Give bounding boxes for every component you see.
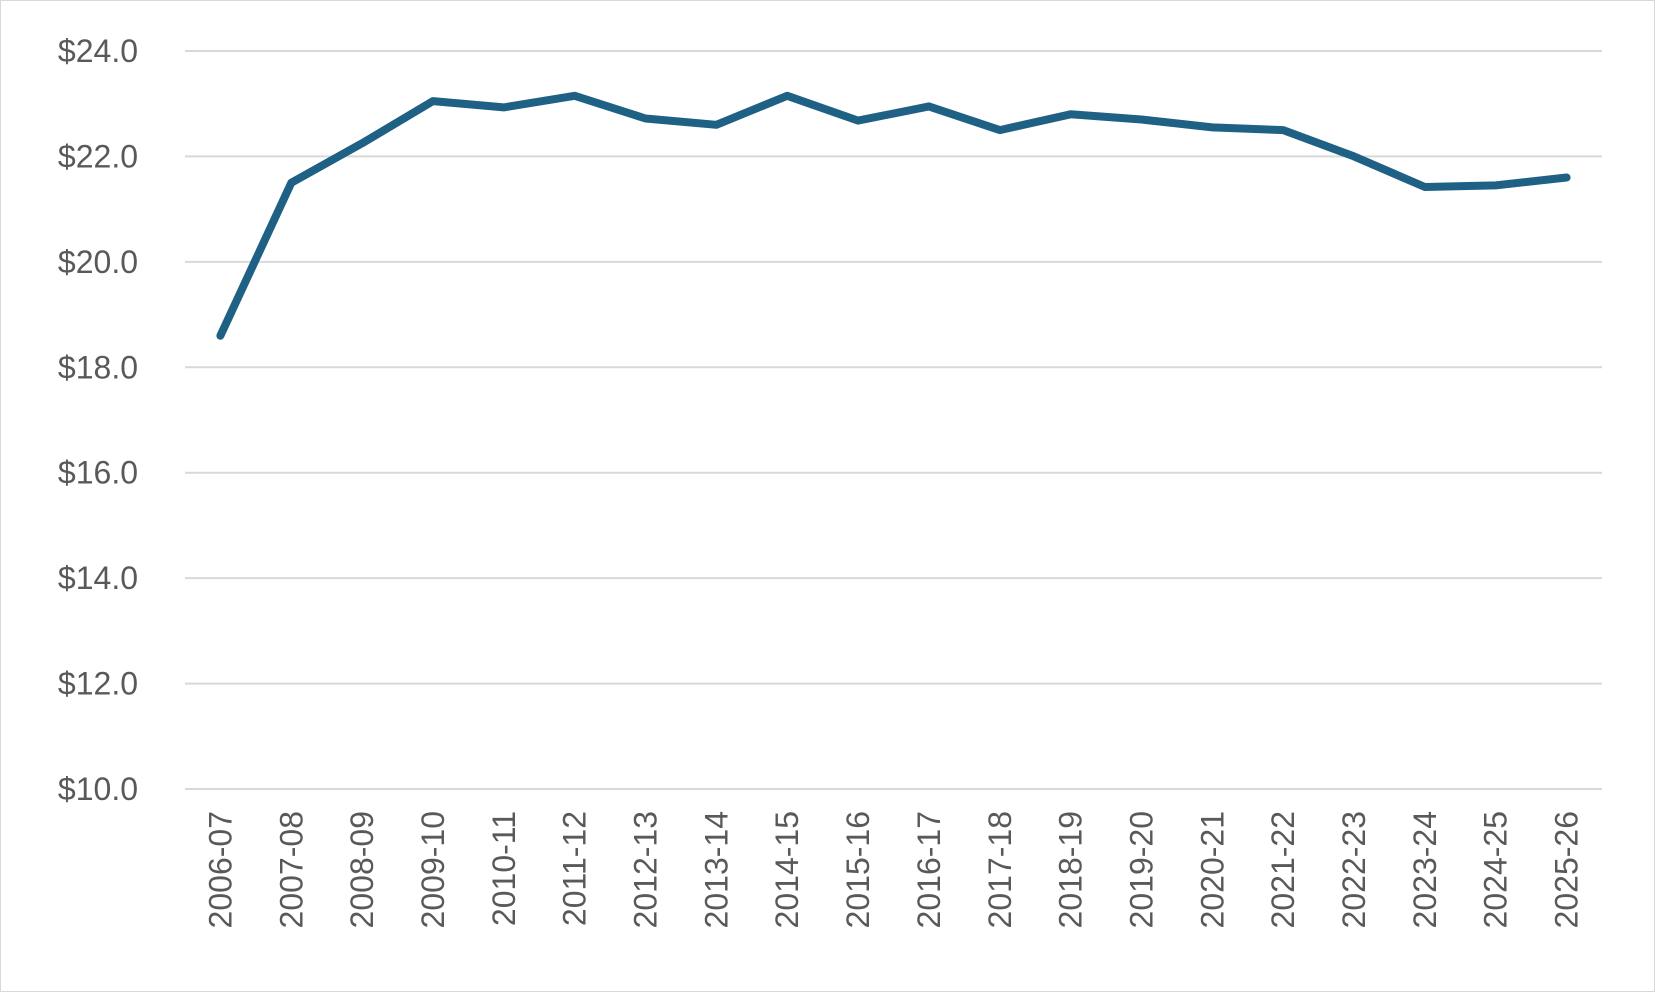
x-tick-label: 2009-10	[415, 811, 451, 928]
series-line	[216, 91, 1571, 340]
x-tick-label: 2023-24	[1407, 811, 1443, 928]
x-tick-label: 2021-22	[1265, 811, 1301, 928]
x-tick-label: 2017-18	[982, 811, 1018, 928]
x-tick-label: 2006-07	[202, 811, 238, 928]
series-lines	[216, 91, 1571, 340]
y-tick-label: $22.0	[58, 138, 138, 174]
x-tick-label: 2016-17	[911, 811, 947, 928]
gridlines	[185, 50, 1602, 790]
y-tick-label: $18.0	[58, 349, 138, 385]
x-tick-label: 2007-08	[273, 811, 309, 928]
y-tick-label: $14.0	[58, 560, 138, 596]
x-tick-label: 2020-21	[1194, 811, 1230, 928]
x-tick-label: 2012-13	[628, 811, 664, 928]
x-tick-label: 2018-19	[1053, 811, 1089, 928]
x-tick-label: 2013-14	[698, 811, 734, 928]
x-tick-label: 2008-09	[344, 811, 380, 928]
x-tick-label: 2011-12	[557, 811, 593, 926]
x-tick-label: 2014-15	[769, 811, 805, 928]
y-tick-label: $12.0	[58, 666, 138, 702]
y-tick-label: $16.0	[58, 455, 138, 491]
x-axis-tick-labels: 2006-07 2007-08 2008-09 2009-10 2010-11 2011-…	[202, 811, 1584, 928]
x-tick-label: 2015-16	[840, 811, 876, 928]
y-axis-tick-labels: $10.0 $12.0 $14.0 $16.0 $18.0 $20.0 $22.0 $24.0	[58, 33, 138, 807]
y-tick-label: $20.0	[58, 244, 138, 280]
x-tick-label: 2019-20	[1123, 811, 1159, 928]
x-tick-label: 2010-11	[486, 811, 522, 926]
y-tick-label: $10.0	[58, 771, 138, 807]
x-tick-label: 2022-23	[1336, 811, 1372, 928]
y-tick-label: $24.0	[58, 33, 138, 69]
x-tick-label: 2024-25	[1478, 811, 1514, 928]
x-tick-label: 2025-26	[1549, 811, 1585, 928]
